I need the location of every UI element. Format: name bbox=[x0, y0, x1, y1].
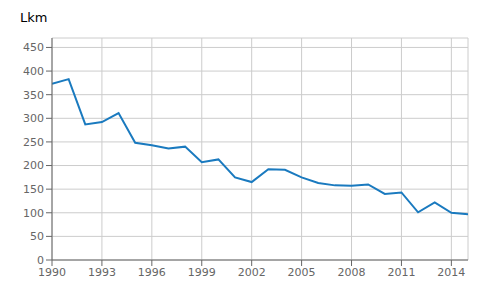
svg-text:1993: 1993 bbox=[88, 266, 116, 279]
svg-text:450: 450 bbox=[23, 41, 44, 54]
svg-text:300: 300 bbox=[23, 112, 44, 125]
svg-text:1990: 1990 bbox=[38, 266, 66, 279]
svg-text:1996: 1996 bbox=[138, 266, 166, 279]
svg-text:2014: 2014 bbox=[437, 266, 465, 279]
svg-text:1999: 1999 bbox=[188, 266, 216, 279]
svg-text:350: 350 bbox=[23, 89, 44, 102]
svg-text:2011: 2011 bbox=[387, 266, 415, 279]
svg-text:50: 50 bbox=[30, 230, 44, 243]
svg-text:2008: 2008 bbox=[338, 266, 366, 279]
svg-text:150: 150 bbox=[23, 183, 44, 196]
svg-text:100: 100 bbox=[23, 207, 44, 220]
svg-text:2002: 2002 bbox=[238, 266, 266, 279]
svg-text:2005: 2005 bbox=[288, 266, 316, 279]
html-text:Lkm: Lkm bbox=[20, 10, 48, 25]
svg-text:400: 400 bbox=[23, 65, 44, 78]
svg-text:0: 0 bbox=[37, 254, 44, 267]
svg-text:250: 250 bbox=[23, 136, 44, 149]
svg-text:200: 200 bbox=[23, 159, 44, 172]
